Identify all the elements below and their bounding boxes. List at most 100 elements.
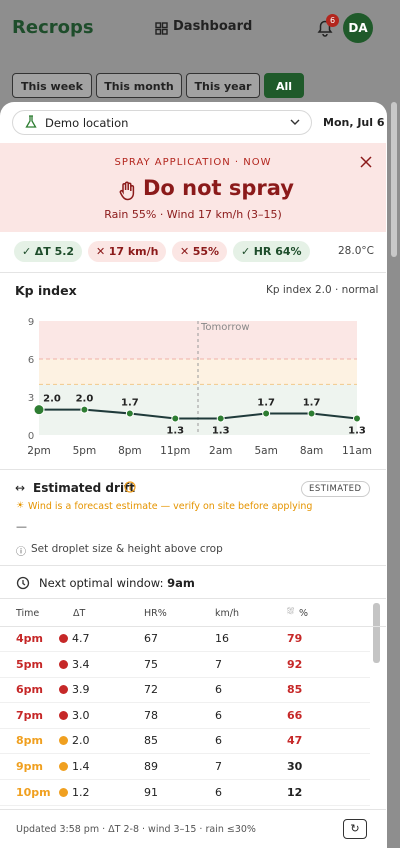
cell: 10pm bbox=[16, 785, 51, 799]
y-tick-label: 3 bbox=[28, 393, 34, 404]
row-line bbox=[0, 779, 370, 780]
x-tick-label: 11pm bbox=[160, 445, 190, 457]
kp-chart: 0 3 6 9 Tomorrow 2.0 2pm 2.0 5pm 1.7 8pm 1.3 11pm 1.3… bbox=[27, 317, 372, 457]
chip-icon: ✓ bbox=[241, 245, 254, 258]
status-dot bbox=[59, 710, 68, 720]
point bbox=[80, 405, 89, 414]
tab[interactable]: All bbox=[264, 73, 304, 98]
page-title: Dashboard bbox=[173, 19, 253, 34]
value-label: 1.3 bbox=[348, 426, 366, 437]
temperature: 28.0°C bbox=[338, 245, 374, 257]
tab[interactable]: This month bbox=[96, 73, 182, 98]
value-label: 2.0 bbox=[43, 394, 61, 405]
point bbox=[353, 414, 361, 423]
y-tick-label: 0 bbox=[28, 431, 34, 442]
value-label: 1.3 bbox=[212, 426, 230, 437]
estimated-badge: ESTIMATED bbox=[301, 481, 370, 497]
bell-icon[interactable] bbox=[316, 19, 334, 37]
cell: 2.0 bbox=[72, 734, 90, 748]
cell: 66 bbox=[287, 708, 303, 722]
alert-kicker: SPRAY APPLICATION · NOW bbox=[114, 157, 272, 168]
point bbox=[307, 409, 316, 418]
next-window-label: Next optimal window: bbox=[39, 576, 164, 590]
point bbox=[262, 409, 271, 418]
y-tick-label: 6 bbox=[28, 355, 34, 366]
drift-hint: Set droplet size & height above crop bbox=[31, 543, 223, 555]
status-dot bbox=[59, 685, 68, 695]
chip: ✕ 17 km/h bbox=[88, 241, 167, 262]
cell: 12 bbox=[287, 785, 303, 799]
close-button[interactable] bbox=[359, 155, 373, 169]
divider bbox=[0, 565, 386, 566]
x-tick-label: 2am bbox=[209, 445, 232, 457]
cell: 75 bbox=[144, 657, 158, 671]
location-name: Demo location bbox=[45, 116, 129, 130]
alert-title: Do not spray bbox=[143, 176, 294, 200]
warning-icon: ☀ bbox=[16, 501, 25, 511]
chip-icon: ✕ bbox=[96, 245, 109, 258]
x-tick-label: 2pm bbox=[27, 445, 51, 457]
chip-text: ΔT 5.2 bbox=[34, 245, 75, 258]
chart-title: Kp index bbox=[15, 283, 77, 298]
divider bbox=[0, 809, 386, 810]
chip-icon: ✓ bbox=[22, 245, 35, 258]
chip: ✓ HR 64% bbox=[233, 241, 310, 262]
cell: 4pm bbox=[16, 632, 43, 645]
cell: 89 bbox=[144, 760, 158, 773]
table-scrollbar bbox=[373, 603, 380, 663]
value-label: 1.7 bbox=[303, 397, 321, 408]
cell: 7 bbox=[215, 657, 222, 671]
flask-icon bbox=[25, 115, 37, 128]
x-tick-label: 11am bbox=[342, 445, 372, 457]
point bbox=[125, 409, 134, 418]
value-label: 2.0 bbox=[76, 394, 94, 405]
cell: 16 bbox=[215, 632, 229, 645]
cell: 4.7 bbox=[72, 632, 90, 645]
next-window-value: 9am bbox=[167, 576, 195, 590]
tab[interactable]: This week bbox=[12, 73, 92, 98]
chip-text: 55% bbox=[192, 245, 220, 258]
cell: 72 bbox=[144, 683, 158, 697]
cell: 6pm bbox=[16, 683, 43, 697]
status-dot bbox=[59, 787, 68, 797]
avatar[interactable]: DA bbox=[343, 13, 373, 43]
annotation: Tomorrow bbox=[200, 322, 250, 333]
cell: 6 bbox=[215, 734, 222, 748]
header-line bbox=[0, 626, 386, 627]
cell: 79 bbox=[287, 632, 303, 645]
drift-warning: Wind is a forecast estimate — verify on … bbox=[28, 501, 313, 512]
cell: 1.4 bbox=[72, 760, 90, 773]
column-header: Time bbox=[16, 608, 40, 619]
chip: ✕ 55% bbox=[172, 241, 228, 262]
row-line bbox=[0, 651, 370, 652]
location-select[interactable] bbox=[12, 110, 312, 135]
cell: 6 bbox=[215, 683, 222, 697]
value-label: 1.7 bbox=[121, 397, 139, 408]
x-tick-label: 5am bbox=[254, 445, 277, 457]
cell: 85 bbox=[144, 734, 158, 748]
drift-title: Estimated drift bbox=[33, 481, 136, 495]
scrollbar bbox=[391, 102, 397, 257]
chip-icon: ✕ bbox=[180, 245, 193, 258]
alert-detail: Rain 55% · Wind 17 km/h (3–15) bbox=[104, 208, 282, 221]
divider bbox=[0, 469, 386, 470]
column-header: km/h bbox=[215, 608, 239, 619]
cell: 67 bbox=[144, 632, 158, 645]
tab[interactable]: This year bbox=[186, 73, 260, 98]
cell: 3.9 bbox=[72, 683, 90, 697]
chart-subtitle: Kp index 2.0 · normal bbox=[266, 284, 379, 296]
cell: 7pm bbox=[16, 708, 43, 722]
column-header: % bbox=[299, 608, 309, 619]
status-dot bbox=[59, 736, 68, 746]
point bbox=[33, 404, 45, 416]
date: Mon, Jul 6 bbox=[323, 116, 385, 129]
clock-icon bbox=[16, 576, 30, 590]
x-tick-label: 8pm bbox=[118, 445, 142, 457]
grid-icon bbox=[155, 22, 168, 35]
cell: 5pm bbox=[16, 657, 43, 671]
column-header: HR% bbox=[144, 608, 167, 619]
row-line bbox=[0, 676, 370, 678]
alert bbox=[0, 143, 386, 232]
refresh-button[interactable]: ↻ bbox=[343, 819, 367, 839]
cell: 92 bbox=[287, 657, 303, 671]
